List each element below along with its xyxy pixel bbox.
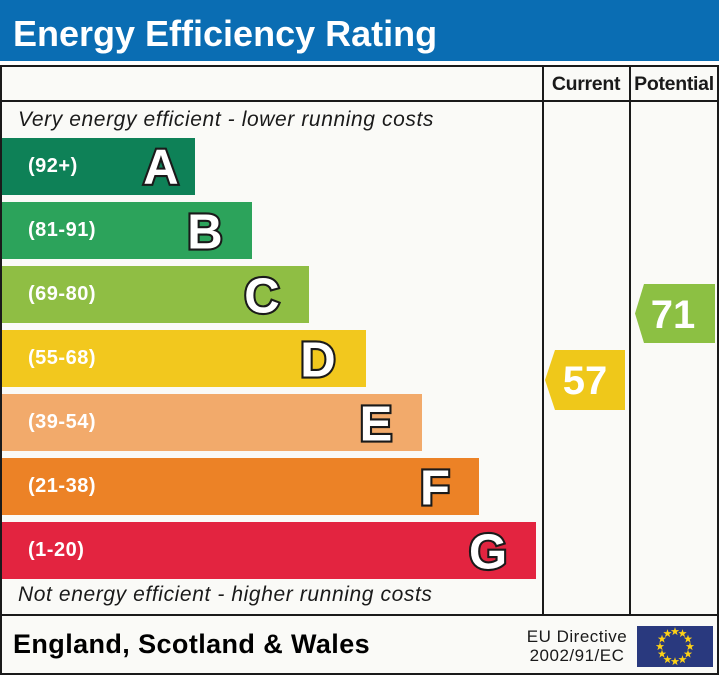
svg-text:B: B: [187, 206, 222, 260]
svg-text:57: 57: [563, 359, 608, 403]
svg-text:G: G: [469, 526, 507, 580]
svg-text:A: A: [143, 141, 178, 195]
svg-text:C: C: [244, 270, 279, 324]
svg-text:71: 71: [651, 293, 696, 337]
svg-text:D: D: [300, 334, 335, 388]
svg-text:E: E: [360, 398, 393, 452]
svg-text:F: F: [420, 462, 450, 516]
